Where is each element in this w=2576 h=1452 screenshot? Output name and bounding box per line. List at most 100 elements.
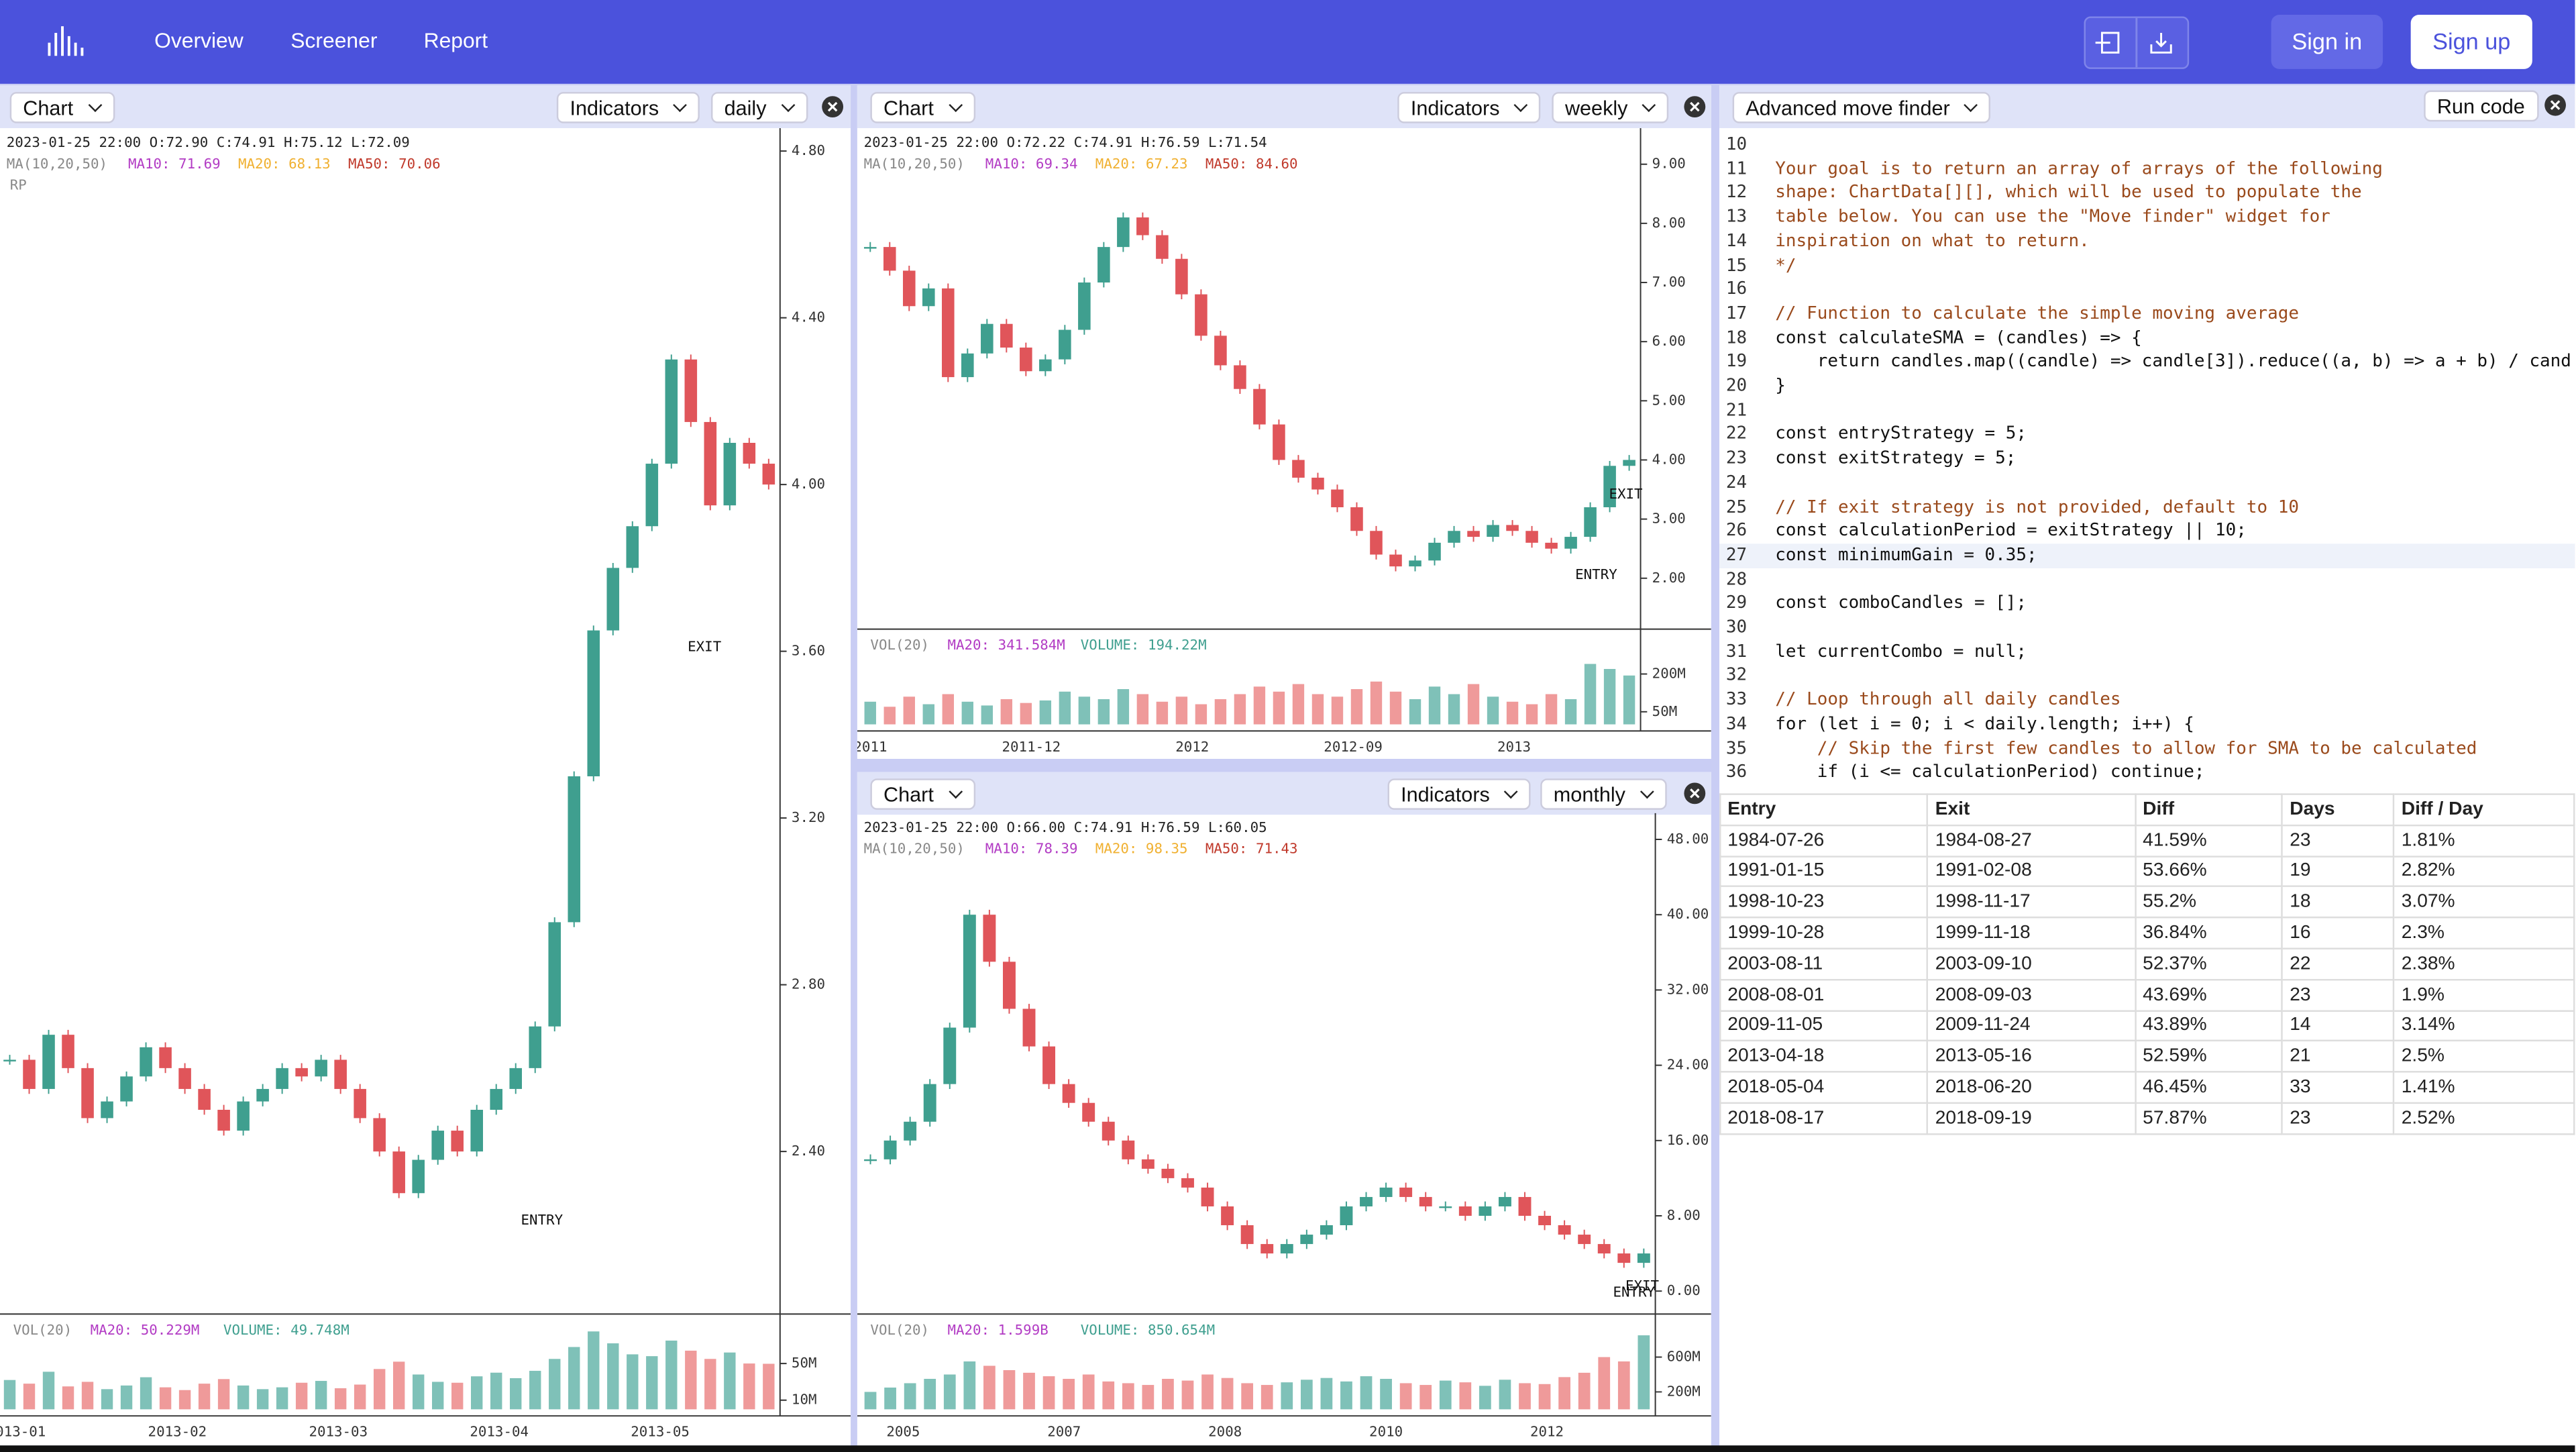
y-tick-label: 8.00 <box>1667 1207 1701 1223</box>
candle <box>1623 460 1635 466</box>
volume-bar <box>1448 694 1460 725</box>
table-cell: 23 <box>2281 978 2395 1011</box>
candle <box>942 288 955 378</box>
code-line: // If exit strategy is not provided, def… <box>1775 497 2299 517</box>
candle <box>1439 1206 1452 1208</box>
run-button[interactable]: Run code <box>2424 90 2538 122</box>
x-tick-label: 2013-04 <box>470 1424 529 1440</box>
candle <box>1201 1187 1214 1206</box>
chart-select[interactable]: Chart <box>870 92 975 123</box>
candle <box>1117 217 1130 248</box>
ma50-label: MA50: 84.60 <box>1205 156 1298 172</box>
volume-bar <box>1389 691 1402 725</box>
candle <box>23 1059 36 1089</box>
candle <box>1240 1225 1254 1245</box>
close-button[interactable] <box>821 95 844 118</box>
candle <box>606 568 620 631</box>
candle <box>1234 365 1246 389</box>
volume-bar <box>140 1377 152 1410</box>
candle <box>373 1118 386 1152</box>
sign-in-button[interactable]: Sign in <box>2271 15 2383 69</box>
code-editor[interactable]: 10 11 Your goal is to return an array of a… <box>1719 129 2575 786</box>
candle <box>62 1035 74 1068</box>
volume-bar <box>1102 1381 1115 1410</box>
chart-select[interactable]: Chart <box>870 778 975 810</box>
candle <box>3 1059 16 1061</box>
volume-bar <box>1260 1385 1273 1410</box>
candle <box>1350 507 1363 531</box>
volume-bar <box>1538 1384 1551 1410</box>
candle <box>1340 1206 1353 1226</box>
volume-bar <box>665 1340 678 1410</box>
table-cell: 1998-10-23 <box>1719 886 1929 919</box>
candle <box>1399 1187 1413 1197</box>
line-number: 21 <box>1725 400 1748 420</box>
y-tick-label: 2.80 <box>792 976 825 992</box>
interval-select[interactable]: weekly <box>1552 92 1669 123</box>
volume-bar <box>1419 1385 1432 1410</box>
candle <box>354 1088 366 1119</box>
close-button[interactable] <box>2544 94 2567 117</box>
candle <box>1525 531 1538 543</box>
code-line: let currentCombo = null; <box>1775 641 2027 662</box>
line-number: 22 <box>1725 424 1748 444</box>
chart: 2023-01-25 22:00 O:72.90 C:74.91 H:75.12… <box>0 127 851 1440</box>
volume-bar <box>704 1359 716 1410</box>
volume-bar <box>983 1365 996 1410</box>
nav-link[interactable]: Overview <box>154 28 244 53</box>
code-line: // Function to calculate the simple movi… <box>1775 303 2299 323</box>
candle <box>451 1131 464 1152</box>
indicators-select[interactable]: Indicators <box>1387 778 1532 810</box>
volume-bar <box>607 1343 619 1410</box>
candle <box>1578 1235 1591 1245</box>
volume-bar <box>510 1378 522 1410</box>
volume-bar <box>1519 1383 1531 1410</box>
volume-bar <box>178 1390 191 1410</box>
volume-bar <box>276 1387 288 1410</box>
volume-bar <box>1214 699 1227 725</box>
candle <box>1156 235 1169 259</box>
sign-up-button[interactable]: Sign up <box>2410 15 2532 69</box>
candle <box>684 359 698 422</box>
table-cell: 3.07% <box>2393 886 2575 919</box>
candle <box>1331 489 1344 507</box>
logo[interactable] <box>46 23 86 59</box>
close-button[interactable] <box>1683 782 1706 805</box>
ma20-label: MA20: 67.23 <box>1095 156 1188 172</box>
icons[interactable] <box>2086 17 2188 68</box>
candle <box>1097 247 1110 283</box>
nav-link[interactable]: Report <box>423 28 488 53</box>
code-line: return candles.map((candle) => candle[3]… <box>1775 352 2571 372</box>
candle <box>529 1026 542 1068</box>
volume-bar <box>1175 696 1188 725</box>
table-cell: 2008-08-01 <box>1719 978 1929 1011</box>
chart-panel: Chart Indicators daily 2023-01-25 22:00 … <box>0 85 851 1446</box>
code-line: const calculationPeriod = exitStrategy |… <box>1775 521 2247 541</box>
candle <box>315 1059 327 1077</box>
volume-bar <box>1292 684 1305 725</box>
close-button[interactable] <box>1683 95 1706 118</box>
interval-select[interactable]: monthly <box>1540 778 1667 810</box>
candle <box>1273 424 1285 460</box>
candle <box>863 247 877 249</box>
indicators-select[interactable]: Indicators <box>1397 92 1541 123</box>
y-tick-label: 4.40 <box>792 309 825 325</box>
indicators-select[interactable]: Indicators <box>556 92 700 123</box>
volume-bar <box>1221 1378 1234 1410</box>
volume-tick-label: 50M <box>792 1355 817 1371</box>
candle <box>1448 531 1460 543</box>
script-select[interactable]: Advanced move finder <box>1732 92 1991 123</box>
candle <box>470 1109 483 1152</box>
code-line: // Skip the first few candles to allow f… <box>1775 738 2477 758</box>
nav-link[interactable]: Screener <box>290 28 378 53</box>
table-row: 1998-10-23 1998-11-17 55.2% 18 3.07% <box>1719 886 2575 919</box>
table-cell: 23 <box>2281 1102 2395 1135</box>
chart-select[interactable]: Chart <box>9 92 115 123</box>
candle <box>101 1101 113 1119</box>
line-number: 27 <box>1725 545 1748 565</box>
volume-bar <box>904 1383 916 1410</box>
table-row: 2013-04-18 2013-05-16 52.59% 21 2.5% <box>1719 1040 2575 1073</box>
candle <box>1409 560 1421 567</box>
interval-select[interactable]: daily <box>710 92 808 123</box>
